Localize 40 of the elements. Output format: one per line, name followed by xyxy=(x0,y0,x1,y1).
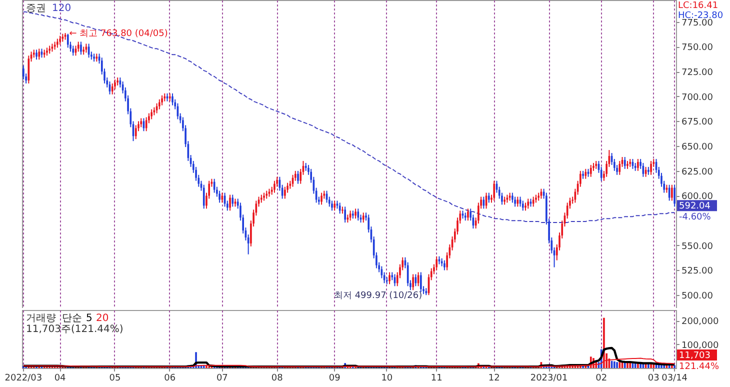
x-tick-label: 02 xyxy=(596,374,608,384)
y-tick-label: 625.00 xyxy=(682,167,714,178)
text: 121.44% xyxy=(679,362,720,372)
chart-title: 증권 xyxy=(26,3,46,14)
x-tick-label: 06 xyxy=(164,374,176,384)
text: 11,703 xyxy=(679,351,710,361)
y-tick-label: 550.00 xyxy=(682,242,714,252)
y-tick-label: 725.00 xyxy=(682,68,714,78)
text: -4.60% xyxy=(679,212,712,223)
x-tick-label: 2022/03 xyxy=(4,374,42,384)
text: 11,703주(121.44%) xyxy=(26,324,124,335)
y-tick-label: 750.00 xyxy=(682,43,714,54)
x-tick-label: 12 xyxy=(488,374,500,384)
legend-title: 단순 xyxy=(62,313,82,324)
text: 5 xyxy=(86,313,92,324)
text: 20 xyxy=(96,313,109,324)
text: 592.04 xyxy=(679,202,711,212)
y-tick-label: 775.00 xyxy=(682,18,714,28)
x-tick-label: 2023/01 xyxy=(530,374,568,384)
x-tick-label: 07 xyxy=(216,374,228,384)
y-tick-label: 600.00 xyxy=(682,192,714,202)
y-tick-label: 500.00 xyxy=(682,292,714,302)
series-label: 120 xyxy=(52,3,72,14)
y-tick-label: 200,000 xyxy=(682,317,719,328)
y-tick-label: 100,000 xyxy=(682,340,719,351)
y-tick-label: 525.00 xyxy=(682,266,714,277)
y-tick-label: 675.00 xyxy=(682,118,714,128)
x-tick-label: 08 xyxy=(271,374,284,384)
x-tick-label: 04 xyxy=(54,374,66,384)
chart-title: 거래량 xyxy=(26,313,56,324)
x-tick-label: 03/14 xyxy=(662,374,688,384)
annotation: 최저 499.97 (10/26) xyxy=(334,291,422,302)
text: LC:16.41 xyxy=(678,1,718,11)
x-tick-label: 05 xyxy=(109,374,121,384)
y-tick-label: 700.00 xyxy=(682,92,714,103)
x-tick-label: 10 xyxy=(381,374,393,384)
x-tick-label: 03 xyxy=(648,374,660,384)
x-tick-label: 09 xyxy=(328,374,341,384)
x-tick-label: 11 xyxy=(430,374,442,384)
y-tick-label: 650.00 xyxy=(682,142,714,153)
